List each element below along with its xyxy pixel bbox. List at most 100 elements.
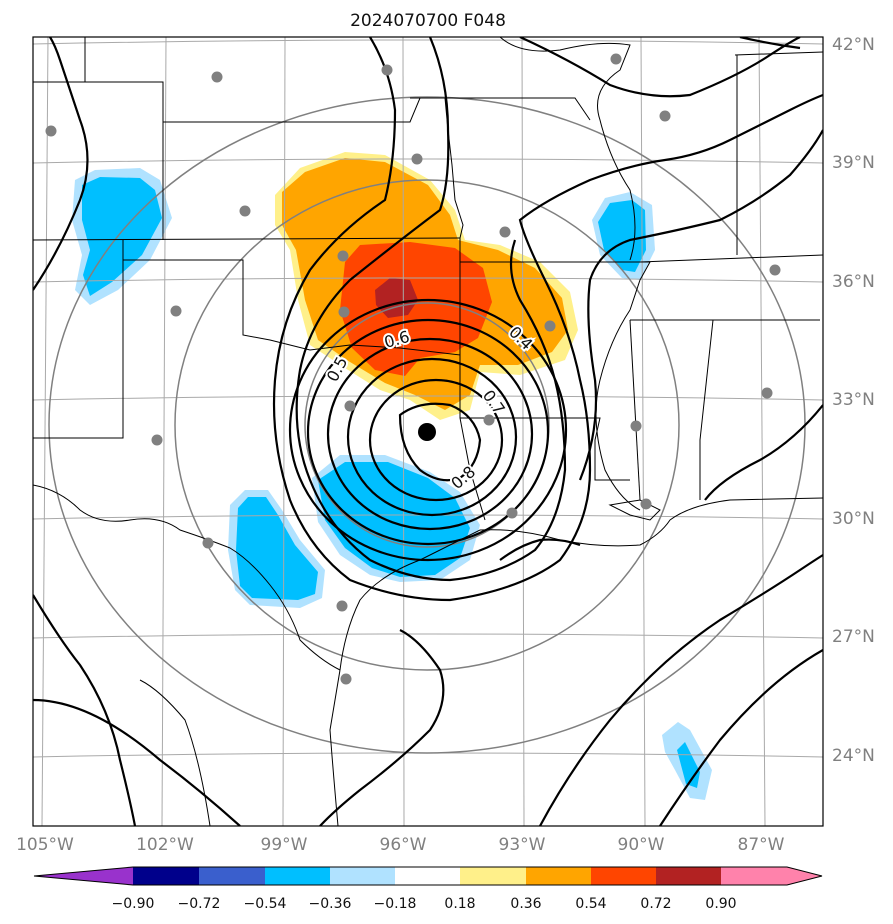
colorbar-label: −0.54 [244, 896, 287, 912]
contour-east-south [704, 404, 823, 501]
lon-label-90w: 90°W [618, 835, 665, 855]
parallel-33n [33, 395, 823, 401]
lon-tick-labels: 105°W 102°W 99°W 96°W 93°W 90°W 87°W [16, 835, 785, 855]
colorbar-extend-low [34, 867, 133, 885]
colorbar-bin [591, 867, 656, 885]
station-markers [45, 53, 781, 685]
lat-label-24n: 24°N [832, 746, 875, 766]
parallel-42n [33, 39, 823, 45]
mexico-coast [329, 669, 341, 826]
colorbar-label: −0.18 [374, 896, 417, 912]
station-marker [544, 320, 556, 332]
state-border-ar-mo [460, 261, 651, 311]
contour-sw-a [33, 594, 137, 826]
contour-nw [33, 37, 89, 291]
colorbar-label: −0.90 [112, 896, 155, 912]
station-marker [769, 264, 781, 276]
station-marker [239, 205, 251, 217]
colorbar-bin [330, 867, 395, 885]
lat-tick-labels: 42°N 39°N 36°N 33°N 30°N 27°N 24°N [832, 35, 875, 766]
state-border-ms-al [699, 319, 714, 500]
shade-blue-sw [236, 497, 318, 600]
state-border-wy-co [33, 81, 164, 122]
colorbar-bin [656, 867, 721, 885]
station-marker [211, 71, 223, 83]
state-border-mi [734, 51, 823, 56]
station-marker [640, 498, 652, 510]
station-marker [381, 64, 393, 76]
station-marker [340, 673, 352, 685]
lon-label-96w: 96°W [380, 835, 427, 855]
lon-label-87w: 87°W [738, 835, 785, 855]
station-marker [610, 53, 622, 65]
contour-ring-2 [306, 318, 550, 546]
contour-ring-4 [346, 357, 518, 517]
state-border-ok-ks [33, 237, 461, 241]
contour-east-ridge [578, 129, 823, 481]
contour-ring-1 [288, 298, 568, 562]
shade-blue-west [82, 177, 162, 296]
colorbar-bin [395, 867, 460, 885]
lat-label-42n: 42°N [832, 35, 875, 55]
lat-label-27n: 27°N [832, 627, 875, 647]
station-marker [170, 305, 182, 317]
lat-label-39n: 39°N [832, 153, 875, 173]
colorbar-bin [133, 867, 199, 885]
colorbar-label: 0.36 [510, 896, 541, 912]
colorbar-label: 0.18 [444, 896, 475, 912]
height-contours [33, 37, 823, 826]
state-border-tx-la [459, 355, 486, 521]
parallel-36n [33, 277, 823, 283]
station-marker [338, 306, 350, 318]
contour-ring-3 [326, 337, 534, 531]
station-marker [45, 125, 57, 137]
station-marker [630, 420, 642, 432]
station-marker [202, 537, 214, 549]
colorbar-label: 0.90 [705, 896, 736, 912]
station-marker [506, 507, 518, 519]
map-frame [32, 36, 824, 827]
meridian-93w [521, 37, 525, 826]
contour-sw-b [33, 698, 241, 826]
state-border-ia [410, 97, 591, 121]
lat-label-33n: 33°N [832, 390, 875, 410]
colorbar-extend-high [721, 867, 822, 885]
contour-coast-east [499, 538, 581, 561]
storm-center-marker [418, 423, 436, 441]
station-marker [337, 250, 349, 262]
colorbar-label: −0.72 [178, 896, 221, 912]
station-marker [499, 226, 511, 238]
station-marker [336, 600, 348, 612]
boundaries [33, 37, 823, 826]
range-ring-1 [304, 302, 550, 548]
state-border-nm [33, 240, 124, 439]
colorbar-bin [526, 867, 591, 885]
lat-label-30n: 30°N [832, 509, 875, 529]
colorbar-bin [199, 867, 265, 885]
state-border-la-ar [460, 417, 630, 481]
lon-label-102w: 102°W [136, 835, 194, 855]
contour-ne [519, 37, 801, 98]
river-mississippi-upper [499, 37, 636, 261]
meridian-105w [41, 37, 49, 826]
lon-label-99w: 99°W [261, 835, 308, 855]
mexico-interior-border [139, 679, 211, 826]
contour-gulf-b [659, 649, 823, 826]
state-border-ms-la [629, 319, 641, 501]
gulf-coastline [339, 497, 823, 671]
shade-blue-ne [598, 200, 646, 272]
shaded-field-positive [275, 152, 578, 420]
contour-center-closed [398, 402, 482, 482]
colorbar: −0.90 −0.72 −0.54 −0.36 −0.18 0.18 0.36 … [33, 866, 823, 912]
station-marker [659, 110, 671, 122]
contour-south-coast [319, 629, 445, 826]
colorbar-label: 0.54 [575, 896, 606, 912]
lon-label-105w: 105°W [16, 835, 74, 855]
contour-gulf-a [539, 554, 823, 826]
colorbar-bin [265, 867, 330, 885]
state-border-ky [639, 254, 823, 263]
colorbar-label: −0.36 [309, 896, 352, 912]
meridian-96w [402, 37, 405, 826]
station-marker [761, 387, 773, 399]
